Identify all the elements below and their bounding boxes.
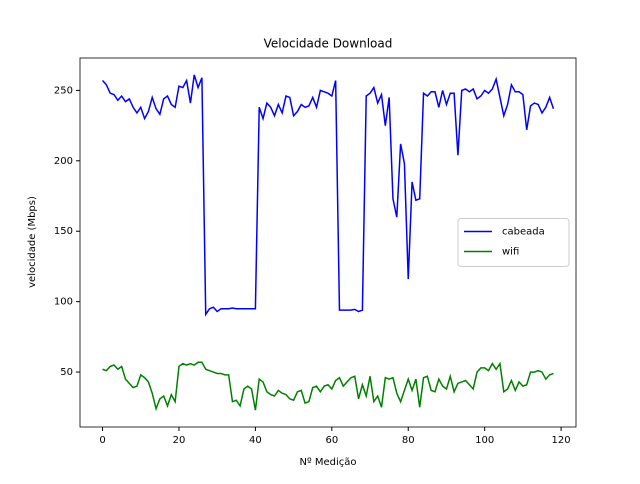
x-tick-label: 80 (402, 435, 415, 446)
plot-frame (79, 57, 577, 428)
legend-label: cabeada (502, 227, 545, 238)
y-tick-label: 200 (54, 156, 73, 167)
y-tick-label: 250 (54, 85, 73, 96)
data-line (102, 361, 554, 412)
x-tick-label: 40 (249, 435, 262, 446)
x-axis-label: Nº Medição (299, 457, 356, 468)
legend-label: wifi (502, 247, 519, 258)
chart-title: Velocidade Download (264, 37, 393, 51)
x-tick-label: 60 (325, 435, 338, 446)
x-tick-label: 0 (99, 435, 105, 446)
y-tick-label: 100 (54, 297, 73, 308)
y-tick-label: 150 (54, 226, 73, 237)
x-tick-label: 100 (475, 435, 494, 446)
x-tick-label: 20 (173, 435, 186, 446)
y-axis-label: velocidade (Mbps) (27, 196, 38, 288)
data-line (101, 74, 555, 317)
y-tick-label: 50 (60, 367, 73, 378)
legend-box (457, 218, 570, 267)
x-tick-label: 120 (552, 435, 571, 446)
